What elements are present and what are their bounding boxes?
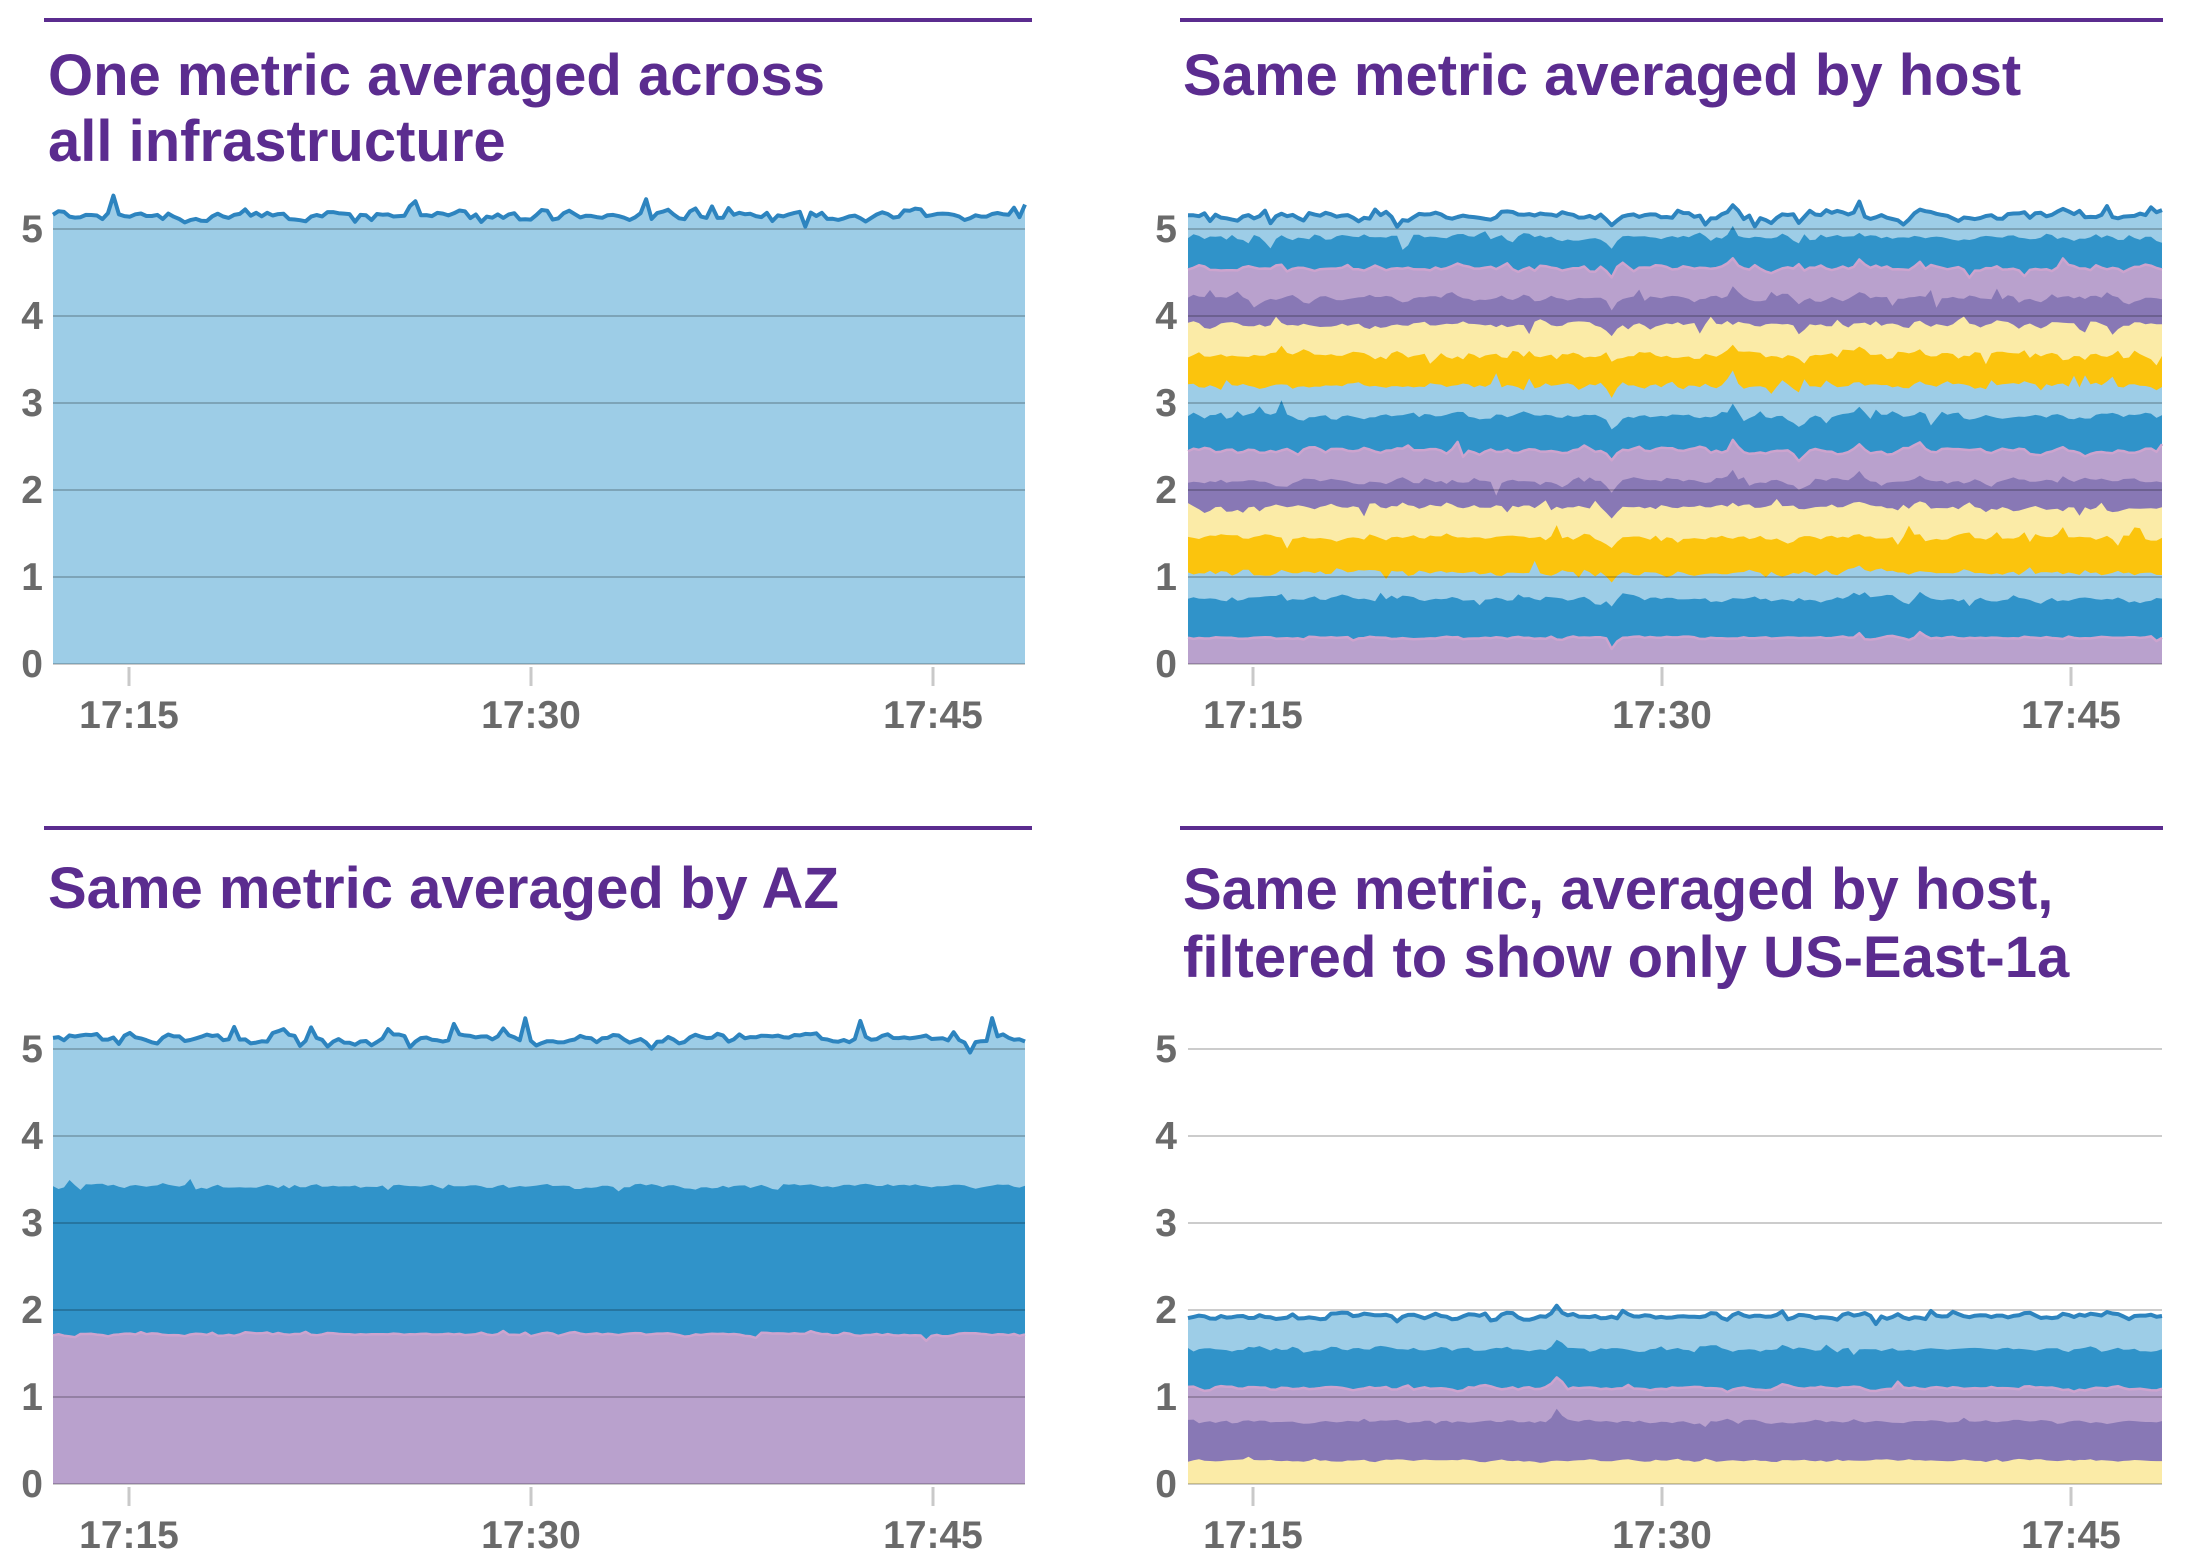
svg-text:17:15: 17:15 [1203,1514,1303,1557]
svg-text:Same metric averaged by AZ: Same metric averaged by AZ [48,856,839,921]
svg-text:3: 3 [1155,1202,1177,1245]
svg-text:filtered to show only US-East-: filtered to show only US-East-1a [1183,925,2070,990]
svg-text:17:45: 17:45 [2021,694,2121,737]
svg-text:3: 3 [1155,382,1177,425]
svg-text:17:30: 17:30 [1612,694,1712,737]
svg-text:2: 2 [1155,469,1177,512]
svg-text:Same metric averaged by host: Same metric averaged by host [1183,43,2021,108]
svg-text:17:45: 17:45 [883,694,983,737]
svg-text:17:45: 17:45 [2021,1514,2121,1557]
svg-text:1: 1 [1155,556,1177,599]
svg-text:1: 1 [21,556,43,599]
svg-text:17:30: 17:30 [481,1514,581,1557]
svg-text:3: 3 [21,1202,43,1245]
svg-text:all infrastructure: all infrastructure [48,109,506,174]
svg-text:3: 3 [21,382,43,425]
svg-text:0: 0 [1155,1463,1177,1506]
svg-text:5: 5 [1155,208,1177,251]
svg-text:4: 4 [21,1115,43,1158]
svg-text:One metric averaged across: One metric averaged across [48,43,825,108]
svg-text:5: 5 [1155,1028,1177,1071]
svg-text:17:30: 17:30 [481,694,581,737]
svg-text:17:30: 17:30 [1612,1514,1712,1557]
svg-text:4: 4 [21,295,43,338]
svg-text:4: 4 [1155,295,1177,338]
svg-text:5: 5 [21,208,43,251]
svg-text:5: 5 [21,1028,43,1071]
svg-text:0: 0 [21,1463,43,1506]
svg-text:2: 2 [21,1289,43,1332]
svg-text:0: 0 [21,643,43,686]
svg-text:2: 2 [21,469,43,512]
svg-text:4: 4 [1155,1115,1177,1158]
svg-text:1: 1 [21,1376,43,1419]
svg-text:Same metric, averaged by host,: Same metric, averaged by host, [1183,857,2053,922]
svg-text:17:15: 17:15 [79,1514,179,1557]
svg-text:17:45: 17:45 [883,1514,983,1557]
svg-text:17:15: 17:15 [1203,694,1303,737]
svg-text:0: 0 [1155,643,1177,686]
svg-text:2: 2 [1155,1289,1177,1332]
svg-text:1: 1 [1155,1376,1177,1419]
svg-text:17:15: 17:15 [79,694,179,737]
